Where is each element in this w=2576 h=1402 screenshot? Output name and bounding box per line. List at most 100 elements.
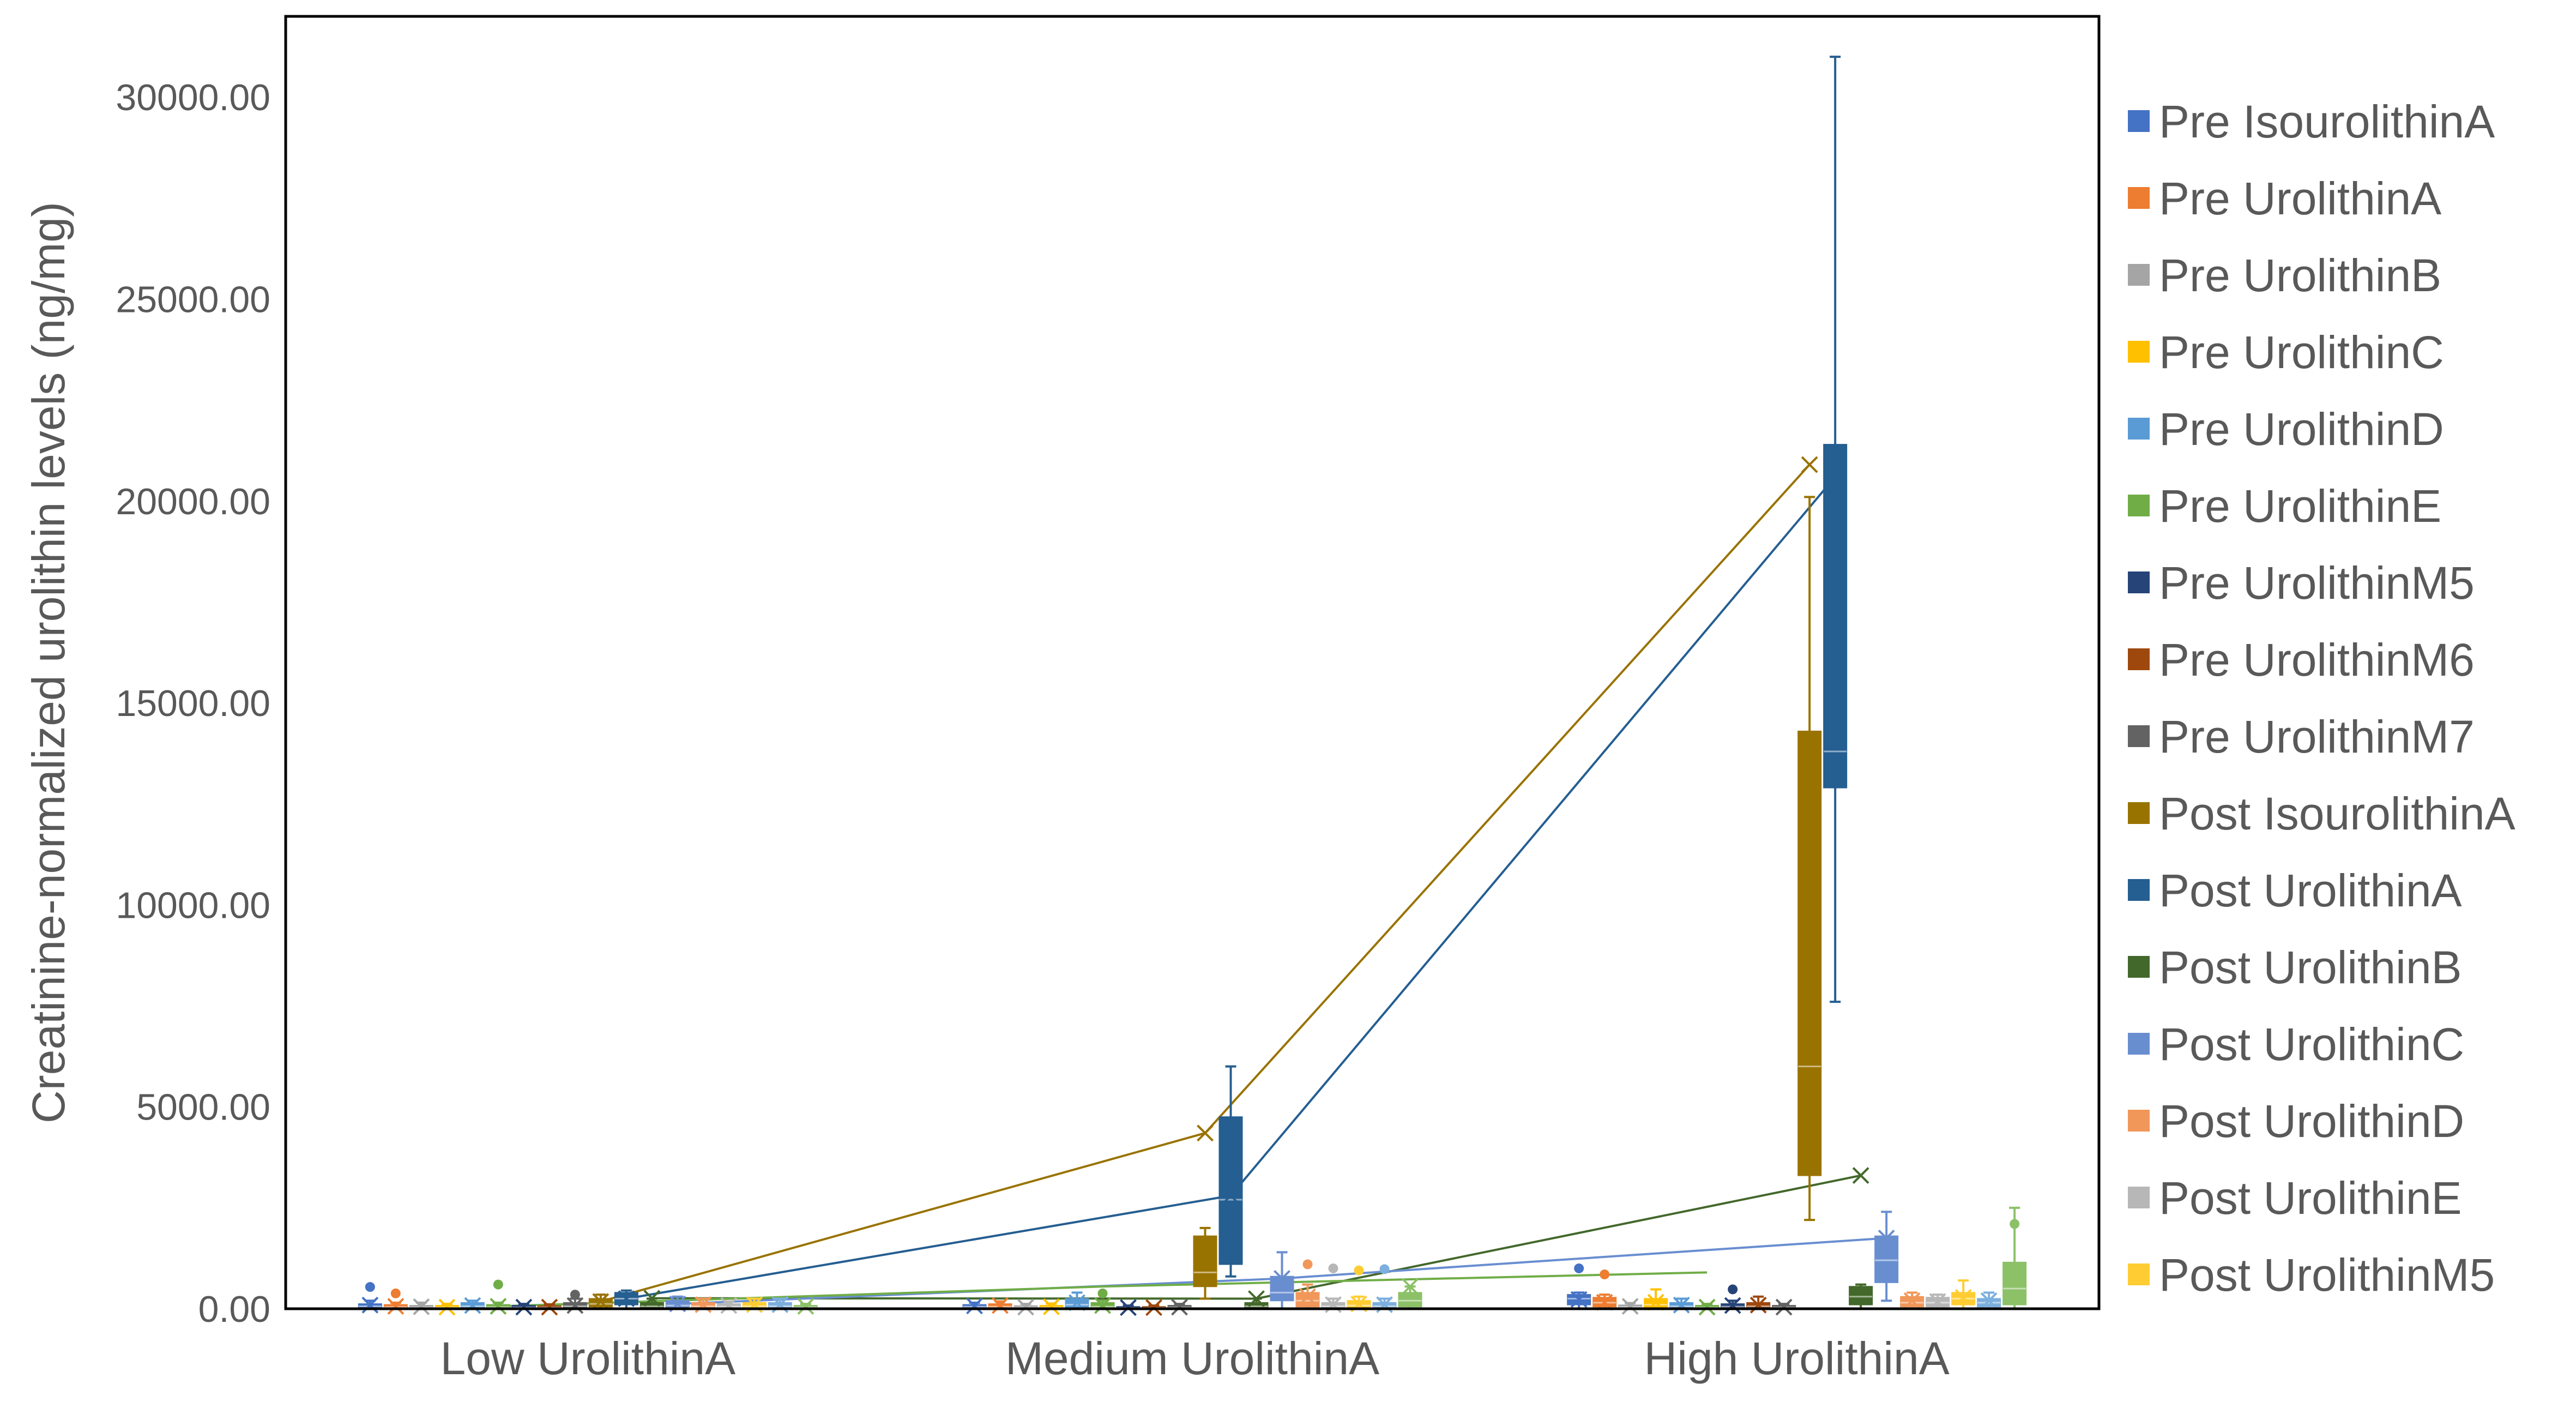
box-body bbox=[1874, 1235, 1899, 1283]
box-outlier-point bbox=[1379, 1264, 1390, 1274]
legend-swatch bbox=[2128, 110, 2150, 132]
box-outlier-point bbox=[1097, 1288, 1108, 1298]
box-mean-marker bbox=[1980, 1292, 1998, 1309]
box-plot bbox=[1270, 1251, 1294, 1310]
legend-swatch bbox=[2128, 1110, 2150, 1132]
box-mean-marker bbox=[361, 1296, 379, 1314]
box-mean-marker bbox=[566, 1297, 584, 1314]
box-plot bbox=[1849, 1167, 1873, 1310]
box-mean-marker bbox=[1274, 1270, 1290, 1287]
box-mean-marker bbox=[1596, 1293, 1613, 1311]
box-mean-marker bbox=[966, 1297, 983, 1315]
box-plot bbox=[1797, 456, 1822, 1222]
legend-swatch bbox=[2128, 648, 2150, 670]
box-mean-marker bbox=[1647, 1293, 1664, 1311]
y-tick-label: 10000.00 bbox=[116, 884, 270, 926]
box-mean-marker bbox=[1724, 1297, 1741, 1314]
box-outlier-point bbox=[390, 1288, 401, 1298]
box-plot bbox=[1193, 1124, 1217, 1300]
box-mean-marker bbox=[515, 1298, 533, 1316]
legend-label: Pre UrolithinM5 bbox=[2159, 557, 2475, 609]
box-mean-marker bbox=[1903, 1292, 1921, 1309]
legend-label: Post UrolithinC bbox=[2159, 1019, 2464, 1070]
legend-swatch bbox=[2128, 571, 2150, 593]
box-body bbox=[1849, 1286, 1873, 1305]
box-mean-marker bbox=[1017, 1298, 1034, 1316]
box-mean-marker bbox=[490, 1298, 507, 1315]
box-mean-marker bbox=[992, 1297, 1009, 1314]
legend-swatch bbox=[2128, 341, 2150, 363]
box-body bbox=[1295, 1292, 1320, 1308]
box-outlier-point bbox=[1574, 1263, 1584, 1273]
box-plot bbox=[460, 1297, 485, 1314]
box-plot bbox=[1244, 1290, 1269, 1310]
box-mean-marker bbox=[1248, 1290, 1265, 1307]
box-mean-marker bbox=[1171, 1298, 1188, 1316]
legend-label: Pre UrolithinE bbox=[2159, 480, 2441, 532]
box-body bbox=[2002, 1261, 2027, 1305]
box-mean-marker bbox=[1749, 1296, 1767, 1314]
box-plot bbox=[1721, 1284, 1745, 1314]
legend-label: Post UrolithinB bbox=[2159, 942, 2462, 993]
box-outlier-point bbox=[1302, 1259, 1313, 1269]
box-outlier-point bbox=[1728, 1284, 1738, 1295]
box-mean-marker bbox=[464, 1297, 481, 1314]
box-mean-marker bbox=[1043, 1298, 1060, 1315]
legend-label: Pre UrolithinB bbox=[2159, 250, 2441, 301]
box-mean-marker bbox=[541, 1298, 558, 1316]
box-outlier-point bbox=[1328, 1263, 1338, 1273]
x-category-label: High UrolithinA bbox=[1644, 1333, 1950, 1384]
box-outlier-point bbox=[1600, 1269, 1610, 1280]
legend-swatch bbox=[2128, 495, 2150, 516]
legend-swatch bbox=[2128, 418, 2150, 440]
y-tick-label: 0.00 bbox=[198, 1289, 270, 1330]
legend-swatch bbox=[2128, 1033, 2150, 1055]
boxes-layer bbox=[358, 56, 2027, 1316]
box-plot bbox=[1295, 1259, 1320, 1310]
box-plot bbox=[1874, 1211, 1899, 1302]
box-mean-marker bbox=[1954, 1289, 1972, 1306]
box-plot bbox=[1398, 1278, 1422, 1310]
box-outlier-point bbox=[570, 1290, 580, 1300]
box-outlier-point bbox=[493, 1279, 503, 1290]
box-mean-marker bbox=[1826, 468, 1844, 485]
box-body bbox=[1193, 1235, 1217, 1287]
y-tick-label: 30000.00 bbox=[116, 77, 270, 118]
legend-label: Post UrolithinD bbox=[2159, 1096, 2464, 1147]
legend-label: Pre UrolithinA bbox=[2159, 173, 2441, 224]
box-mean-marker bbox=[438, 1298, 456, 1316]
box-mean-marker bbox=[797, 1298, 815, 1315]
y-tick-label: 20000.00 bbox=[116, 481, 270, 522]
box-mean-marker bbox=[1878, 1229, 1895, 1247]
box-plot bbox=[1669, 1296, 1694, 1314]
legend-label: Pre UrolithinC bbox=[2159, 327, 2444, 378]
box-mean-marker bbox=[387, 1298, 405, 1315]
box-plot bbox=[383, 1288, 408, 1315]
box-mean-marker bbox=[1197, 1124, 1214, 1142]
legend-label: Post IsourolithinA bbox=[2159, 788, 2515, 839]
box-mean-marker bbox=[643, 1290, 661, 1307]
box-mean-marker bbox=[1775, 1298, 1793, 1316]
x-category-label: Low UrolithinA bbox=[441, 1333, 736, 1384]
box-plot bbox=[435, 1298, 459, 1316]
legend-label: Pre UrolithinM7 bbox=[2159, 711, 2475, 762]
box-mean-marker bbox=[1094, 1297, 1111, 1314]
box-body bbox=[1823, 444, 1848, 789]
box-body bbox=[1398, 1292, 1422, 1308]
box-mean-marker bbox=[2006, 1263, 2023, 1281]
box-mean-marker bbox=[1402, 1278, 1419, 1295]
box-plot bbox=[563, 1290, 587, 1314]
legend-swatch bbox=[2128, 956, 2150, 978]
box-mean-marker bbox=[1570, 1291, 1588, 1308]
box-mean-marker bbox=[1929, 1293, 1946, 1310]
y-tick-label: 5000.00 bbox=[136, 1087, 270, 1128]
box-plot bbox=[1823, 56, 1848, 1003]
legend-swatch bbox=[2128, 187, 2150, 209]
y-tick-label: 15000.00 bbox=[116, 683, 270, 724]
axes-layer: 0.00 5000.00 10000.00 15000.00 20000.00 25000… bbox=[116, 77, 1949, 1384]
box-outlier-point bbox=[2010, 1219, 2020, 1229]
box-mean-marker bbox=[1852, 1167, 1869, 1184]
box-mean-marker bbox=[1621, 1298, 1639, 1315]
